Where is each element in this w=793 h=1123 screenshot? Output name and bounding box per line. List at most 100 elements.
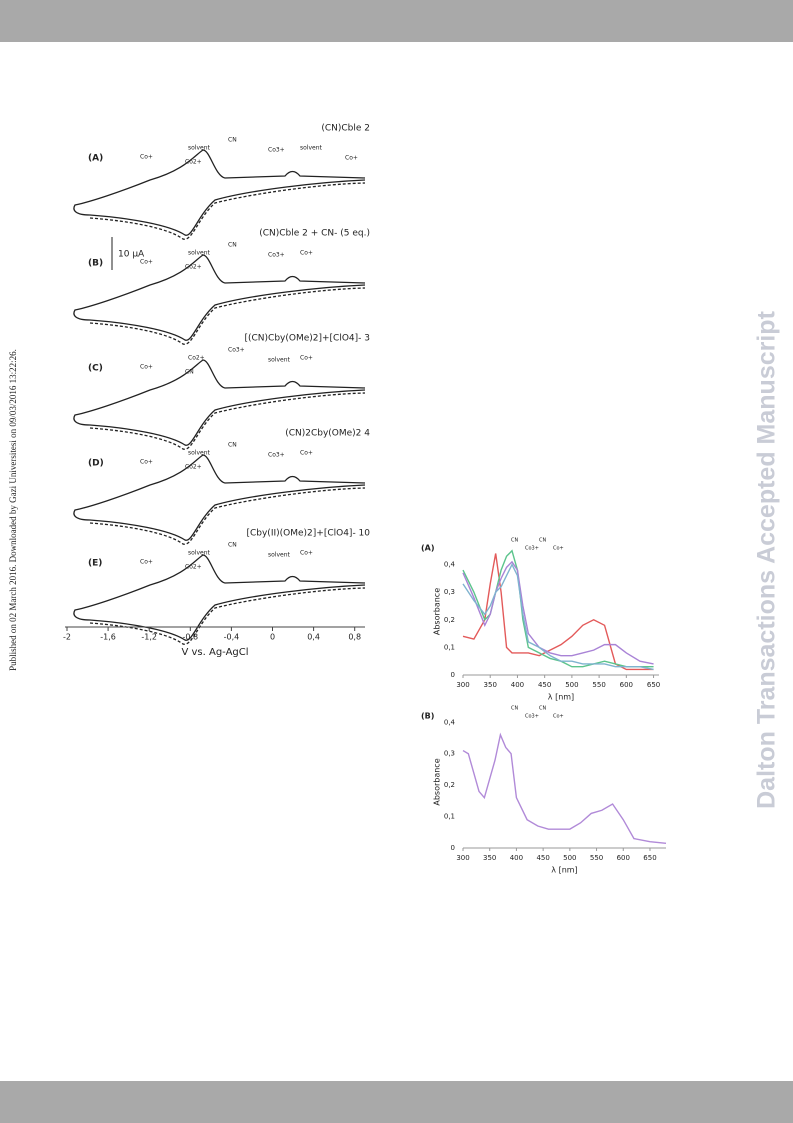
panel-label: (A): [88, 154, 103, 164]
y-tick-label: 0,3: [444, 750, 455, 758]
x-tick-label: 500: [565, 681, 578, 689]
scheme-text: CN: [228, 442, 237, 449]
y-tick-label: 0,4: [444, 718, 456, 726]
panel-title: (CN)2Cby(OMe)2 4: [285, 429, 370, 439]
x-tick-label: 450: [536, 854, 549, 862]
scheme-text: Co3+: [268, 252, 285, 259]
cv-tick-label: -1,2: [141, 633, 157, 642]
scheme-text: Co+: [140, 364, 153, 371]
scheme-text: Co2+: [188, 355, 205, 362]
inset-text: CN: [539, 538, 546, 544]
spectra: 0 0,1 0,2 0,3 0,4 300 350 400 450 500 550 600 650 Abs…: [421, 538, 667, 875]
inset-text: CN: [539, 706, 546, 712]
y-tick-label: 0,2: [444, 616, 455, 624]
cv-tick-label: -1,6: [100, 633, 116, 642]
spectrum-line: [462, 560, 654, 665]
x-tick-label: 550: [590, 854, 603, 862]
scheme-text: CN: [228, 542, 237, 549]
inset-text: Co3+: [525, 546, 539, 552]
scheme-text: solvent: [188, 145, 211, 152]
y-tick-label: 0: [451, 671, 455, 679]
panel-label: (C): [88, 364, 103, 374]
x-tick-label: 600: [620, 681, 633, 689]
x-tick-label: 400: [510, 854, 523, 862]
scheme-text: Co2+: [185, 264, 202, 271]
scheme-text: solvent: [300, 145, 323, 152]
cv-tick-label: -2: [63, 633, 71, 642]
cv-tick-label: -0,8: [182, 633, 198, 642]
scheme-text: Co+: [300, 355, 313, 362]
cv-labels: -2 -1,6 -1,2 -0,8 -0,4 0 0,4 0,8 (A) (CN)Cble 2 Co…: [63, 124, 370, 642]
scheme-text: Co+: [140, 259, 153, 266]
x-tick-label: 500: [563, 854, 576, 862]
x-tick-label: 300: [456, 854, 469, 862]
panel-title: [Cby(II)(OMe)2]+[ClO4]- 10: [246, 529, 370, 539]
footer-bar: [0, 1081, 793, 1123]
scheme-text: Co+: [300, 450, 313, 457]
scheme-text: CN: [228, 137, 237, 144]
x-axis-label: λ [nm]: [551, 866, 577, 875]
cv-tick-label: 0,8: [348, 633, 361, 642]
panel-label: (B): [88, 259, 103, 269]
panel-label: (D): [88, 459, 104, 469]
scheme-text: solvent: [268, 357, 291, 364]
x-axis-label: λ [nm]: [548, 693, 574, 702]
publication-note: Published on 02 March 2016. Downloaded b…: [8, 349, 18, 671]
inset-text: CN: [511, 538, 518, 544]
x-tick-label: 650: [643, 854, 656, 862]
cv-traces: [73, 149, 366, 645]
panel-label: (A): [421, 544, 435, 553]
scale-bar-label: 10 µA: [118, 250, 145, 260]
x-tick-label: 400: [511, 681, 524, 689]
scheme-text: solvent: [188, 250, 211, 257]
scheme-text: Co2+: [185, 464, 202, 471]
scheme-text: Co+: [300, 250, 313, 257]
panel-label: (B): [421, 712, 434, 721]
scheme-text: solvent: [188, 450, 211, 457]
x-tick-label: 350: [483, 854, 496, 862]
y-tick-label: 0,2: [444, 781, 455, 789]
y-axis-label: Absorbance: [433, 588, 442, 635]
x-tick-label: 300: [456, 681, 469, 689]
y-tick-label: 0,1: [444, 813, 455, 821]
cv-tick-label: 0,4: [307, 633, 320, 642]
y-tick-label: 0: [451, 844, 455, 852]
scheme-text: solvent: [188, 550, 211, 557]
scheme-text: CN: [228, 242, 237, 249]
panel-title: (CN)Cble 2: [321, 124, 370, 134]
scheme-text: Co+: [140, 154, 153, 161]
x-tick-label: 550: [592, 681, 605, 689]
scheme-text: Co3+: [228, 347, 245, 354]
spectrum-line: [462, 562, 654, 671]
y-tick-label: 0,1: [444, 643, 455, 651]
inset-text: Co+: [553, 714, 564, 720]
scheme-text: Co+: [300, 550, 313, 557]
x-tick-label: 350: [484, 681, 497, 689]
scheme-text: Co2+: [185, 159, 202, 166]
scheme-text: Co3+: [268, 452, 285, 459]
scheme-text: Co+: [345, 155, 358, 162]
scheme-text: Co+: [140, 559, 153, 566]
cv-tick-label: 0: [270, 633, 275, 642]
inset-text: Co+: [553, 546, 564, 552]
y-tick-label: 0,3: [444, 588, 455, 596]
y-axis-label: Absorbance: [433, 758, 442, 805]
scheme-text: Co3+: [268, 147, 285, 154]
x-tick-label: 650: [647, 681, 660, 689]
panel-title: (CN)Cble 2 + CN- (5 eq.): [259, 229, 370, 239]
y-tick-label: 0,4: [444, 561, 456, 569]
scheme-text: CN: [185, 369, 194, 376]
x-tick-label: 450: [538, 681, 551, 689]
panel-title: [(CN)Cby(OMe)2]+[ClO4]- 3: [244, 334, 370, 344]
scheme-text: Co2+: [185, 564, 202, 571]
cv-axis-label: V vs. Ag-AgCl: [181, 647, 248, 658]
scheme-text: Co+: [140, 459, 153, 466]
x-tick-label: 600: [617, 854, 630, 862]
header-bar: [0, 0, 793, 42]
cv-tick-label: -0,4: [224, 633, 240, 642]
inset-text: Co3+: [525, 714, 539, 720]
panel-label: (E): [88, 559, 102, 569]
scheme-text: solvent: [268, 552, 291, 559]
